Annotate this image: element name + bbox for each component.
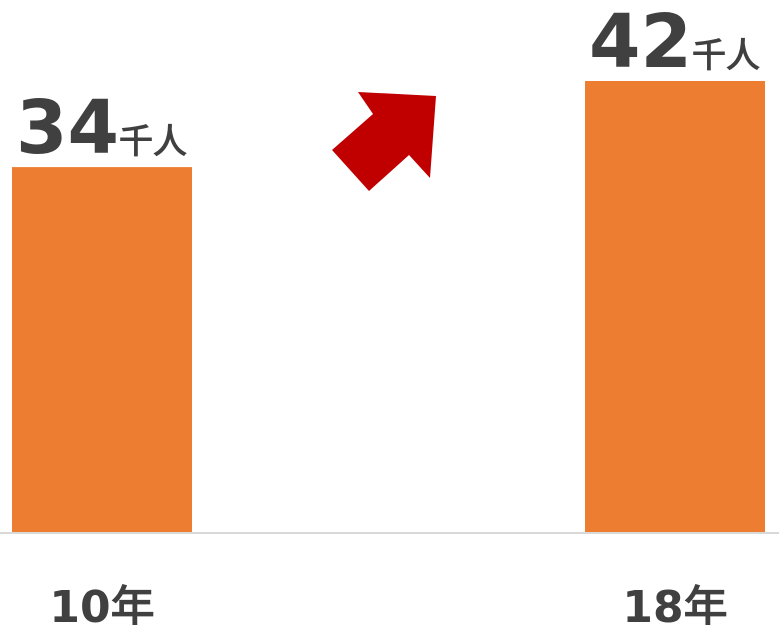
- category-label-1: 18年: [622, 582, 727, 625]
- value-label-1: 42千人: [589, 0, 760, 85]
- value-unit: 千人: [692, 36, 760, 76]
- value-label-0: 34千人: [16, 85, 187, 171]
- bar-1: [585, 81, 765, 533]
- value-unit: 千人: [119, 122, 187, 162]
- bar-0: [12, 167, 192, 533]
- category-labels-group: 10年 18年: [49, 582, 727, 625]
- value-number: 34: [16, 85, 119, 171]
- up-arrow-icon: [332, 92, 436, 191]
- category-label-0: 10年: [49, 582, 154, 625]
- bars-group: [12, 81, 765, 533]
- value-number: 42: [589, 0, 692, 85]
